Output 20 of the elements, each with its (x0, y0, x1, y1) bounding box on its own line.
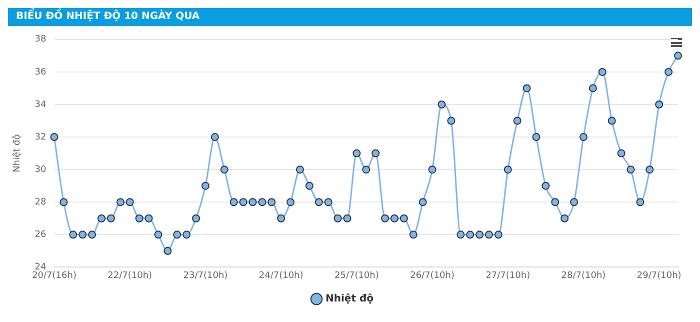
x-tick-label: 23/7(10h) (183, 270, 228, 281)
y-tick-label: 24 (34, 262, 47, 273)
y-tick-label: 28 (34, 197, 47, 208)
x-tick-label: 24/7(10h) (258, 270, 304, 281)
x-tick-label: 28/7(10h) (561, 270, 606, 281)
y-axis-title: Nhiệt độ (12, 134, 23, 172)
y-tick-label: 30 (34, 164, 47, 175)
x-tick-label: 26/7(10h) (410, 270, 454, 281)
y-tick-label: 38 (34, 34, 47, 45)
y-tick-label: 34 (34, 100, 47, 110)
x-tick-label: 20/7(16h) (32, 270, 76, 281)
x-tick-label: 27/7(10h) (486, 270, 530, 281)
y-tick-label: 36 (34, 67, 47, 78)
chart-title: BIỂU ĐỒ NHIỆT ĐỘ 10 NGÀY QUA (8, 8, 692, 26)
x-tick-label: 25/7(10h) (334, 270, 379, 281)
x-tick-label: 29/7(10h) (636, 270, 682, 281)
y-tick-label: 26 (34, 230, 47, 240)
legend-label: Nhiệt độ (326, 294, 374, 305)
y-tick-label: 32 (34, 132, 46, 142)
x-tick-label: 22/7(10h) (108, 270, 152, 281)
